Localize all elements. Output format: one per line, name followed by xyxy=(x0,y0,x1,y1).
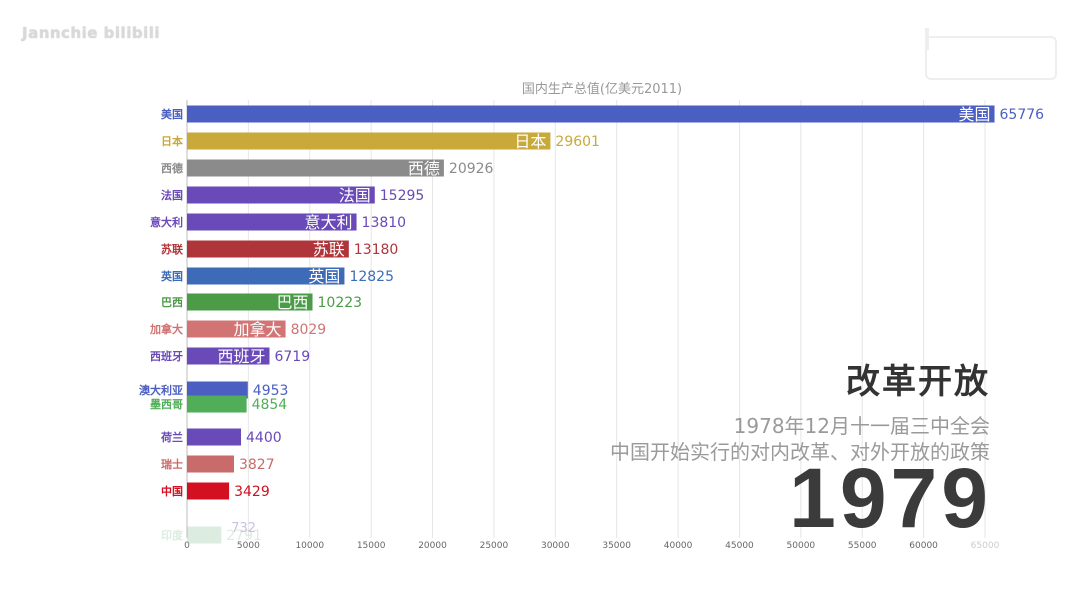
bar-inner-label: 加拿大 xyxy=(234,320,282,339)
bar-inner-label: 西德 xyxy=(408,159,440,178)
bar xyxy=(187,105,995,123)
x-tick-label: 40000 xyxy=(664,541,693,551)
value-label: 29601 xyxy=(555,134,600,150)
value-label: 10223 xyxy=(318,295,363,311)
bar xyxy=(187,240,349,258)
category-label: 荷兰 xyxy=(160,430,183,444)
bar xyxy=(187,455,234,473)
bar xyxy=(187,293,313,311)
x-tick-label: 25000 xyxy=(480,541,509,551)
value-label: 2791 xyxy=(226,528,262,544)
bar-inner-label: 美国 xyxy=(959,105,991,124)
category-label: 英国 xyxy=(160,269,183,283)
faded-value-label: 732 xyxy=(231,521,256,536)
x-tick-label: 0 xyxy=(184,541,190,551)
x-tick-label: 35000 xyxy=(602,541,631,551)
event-description-line1: 1978年12月十一届三中全会 xyxy=(733,414,990,438)
bar-inner-label: 意大利 xyxy=(305,213,353,232)
x-axis-ticks: 0 5000 10000 15000 20000 25000 30000 35000 40000… xyxy=(184,541,999,551)
bar-group: 西德 西德 20926 xyxy=(161,159,494,178)
x-tick-label: 5000 xyxy=(237,541,260,551)
value-label: 13180 xyxy=(354,242,399,258)
value-label: 13810 xyxy=(362,215,407,231)
category-label: 印度 xyxy=(161,528,184,542)
category-label: 苏联 xyxy=(161,242,183,256)
category-label: 西班牙 xyxy=(150,349,183,363)
x-tick-label: 15000 xyxy=(357,541,386,551)
bar-inner-label: 日本 xyxy=(514,132,546,151)
corner-box xyxy=(925,36,1057,80)
bar xyxy=(187,482,230,500)
category-label: 墨西哥 xyxy=(150,398,183,411)
x-tick-label: 20000 xyxy=(418,541,447,551)
bar-group: 日本 日本 29601 xyxy=(161,132,600,151)
bar-group: 意大利 意大利 13810 xyxy=(150,213,406,232)
bar xyxy=(187,320,286,338)
value-label: 15295 xyxy=(380,188,425,204)
bar-group: 美国 美国 65776 xyxy=(161,105,1044,124)
bar-group: 澳大利亚 4953 xyxy=(139,381,289,399)
chart-title: 国内生产总值(亿美元2011) xyxy=(522,81,682,97)
value-label: 6719 xyxy=(274,349,310,365)
bar-group: 加拿大 加拿大 8029 xyxy=(149,320,326,339)
bar xyxy=(187,159,444,177)
category-label: 西德 xyxy=(161,161,183,175)
category-label: 瑞士 xyxy=(161,457,183,471)
bar xyxy=(187,381,248,399)
x-tick-label: 45000 xyxy=(725,541,754,551)
bar xyxy=(187,347,270,365)
bar-inner-label: 英国 xyxy=(308,267,340,286)
bar xyxy=(187,428,242,446)
category-label: 中国 xyxy=(161,484,183,498)
bars: 美国 美国 65776日本 日本 29601西德 西德 20926法国 法国 15295意大利意… xyxy=(139,105,1044,544)
bar-inner-label: 法国 xyxy=(339,186,371,205)
bar xyxy=(187,526,222,544)
category-label: 日本 xyxy=(161,134,183,148)
value-label: 12825 xyxy=(349,269,394,285)
category-label: 意大利 xyxy=(150,215,183,229)
x-tick-label: 65000 xyxy=(971,541,1000,551)
category-label: 巴西 xyxy=(161,296,183,309)
x-tick-label: 50000 xyxy=(787,541,816,551)
x-tick-label: 55000 xyxy=(848,541,877,551)
value-label: 3827 xyxy=(239,457,275,473)
bar xyxy=(187,213,357,231)
bar-group: 墨西哥 4854 xyxy=(150,395,288,413)
category-label: 加拿大 xyxy=(149,322,183,336)
bar-group: 瑞士 3827 xyxy=(161,455,275,473)
value-label: 4953 xyxy=(253,383,289,399)
bar-group: 荷兰 4400 xyxy=(160,428,282,446)
bar-group: 西班牙 西班牙 6719 xyxy=(150,347,310,366)
bar xyxy=(187,132,551,150)
x-tick-label: 10000 xyxy=(295,541,324,551)
bar-group: 巴西 巴西 10223 xyxy=(161,293,362,312)
bar-inner-label: 苏联 xyxy=(313,240,345,259)
category-label: 法国 xyxy=(161,188,183,202)
value-label: 20926 xyxy=(449,161,494,177)
value-label: 65776 xyxy=(1000,107,1045,123)
bar-group: 中国 3429 xyxy=(161,482,270,500)
event-title: 改革开放 xyxy=(846,362,990,402)
bar-group: 苏联 苏联 13180 xyxy=(161,240,398,259)
value-label: 3429 xyxy=(234,484,270,500)
value-label: 4400 xyxy=(246,430,282,446)
bar xyxy=(187,267,345,285)
year-label: 1979 xyxy=(789,451,992,545)
bar xyxy=(187,395,247,413)
watermark-logo: Jannchie bilibili xyxy=(22,24,160,42)
bar-group: 法国 法国 15295 xyxy=(161,186,424,205)
x-tick-label: 60000 xyxy=(909,541,938,551)
bar xyxy=(187,186,375,204)
category-label: 澳大利亚 xyxy=(139,383,183,397)
category-label: 美国 xyxy=(161,107,183,121)
value-label: 8029 xyxy=(291,322,327,338)
bar-inner-label: 西班牙 xyxy=(217,347,265,366)
event-description-line2: 中国开始实行的对内改革、对外开放的政策 xyxy=(610,440,990,464)
bar-group: 英国 英国 12825 xyxy=(160,267,394,286)
x-tick-label: 30000 xyxy=(541,541,570,551)
bar-inner-label: 巴西 xyxy=(276,293,308,312)
value-label: 4854 xyxy=(252,397,288,413)
